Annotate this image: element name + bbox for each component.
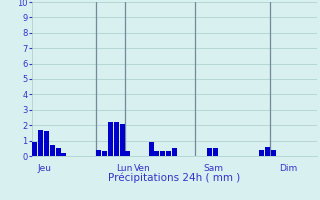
Bar [114, 122, 119, 156]
X-axis label: Précipitations 24h ( mm ): Précipitations 24h ( mm ) [108, 173, 241, 183]
Bar [212, 148, 218, 156]
Text: Jeu: Jeu [38, 164, 52, 173]
Bar [56, 148, 60, 156]
Bar [125, 151, 130, 156]
Bar [96, 150, 101, 156]
Text: Dim: Dim [279, 164, 297, 173]
Bar [259, 150, 264, 156]
Bar [102, 151, 107, 156]
Text: Lun: Lun [116, 164, 133, 173]
Bar [61, 153, 67, 156]
Text: Ven: Ven [134, 164, 150, 173]
Bar [32, 142, 37, 156]
Bar [160, 151, 165, 156]
Bar [50, 145, 55, 156]
Bar [38, 130, 43, 156]
Bar [271, 150, 276, 156]
Bar [172, 148, 177, 156]
Bar [265, 147, 270, 156]
Bar [44, 131, 49, 156]
Bar [207, 148, 212, 156]
Text: Sam: Sam [204, 164, 223, 173]
Bar [108, 122, 113, 156]
Bar [120, 124, 124, 156]
Bar [166, 151, 171, 156]
Bar [155, 151, 159, 156]
Bar [149, 142, 154, 156]
